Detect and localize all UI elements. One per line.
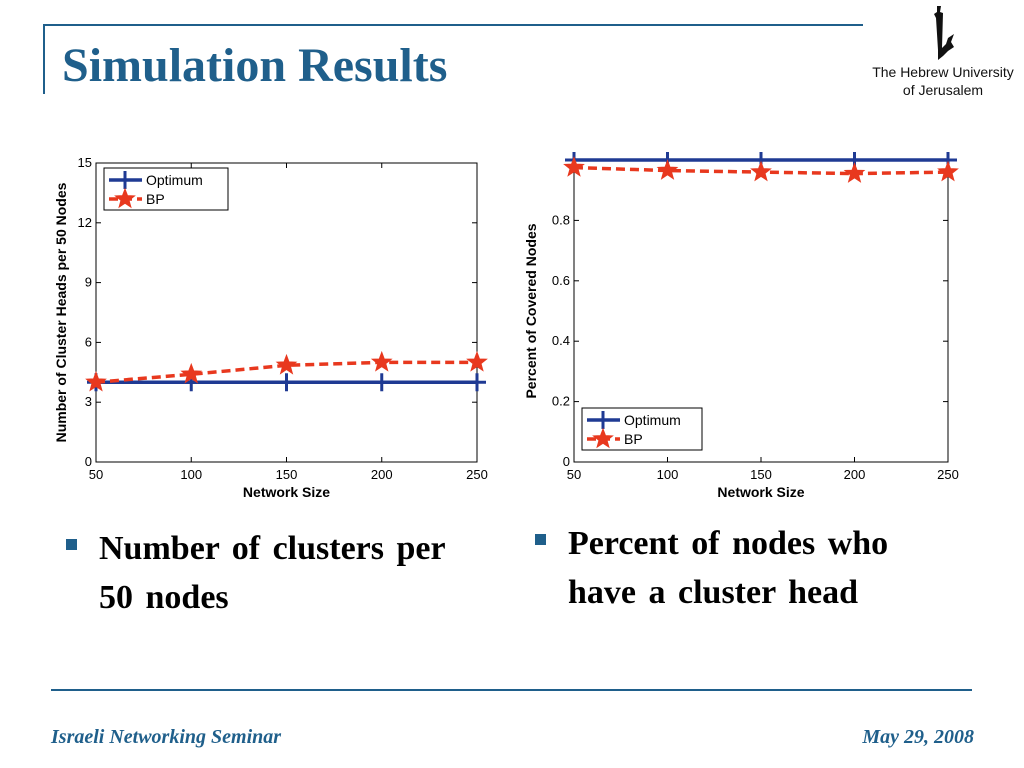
data-point-bp (275, 353, 298, 375)
y-axis-label: Percent of Covered Nodes (523, 223, 539, 398)
legend-label-bp: BP (624, 431, 643, 447)
y-tick-label: 0 (563, 454, 570, 469)
data-point-bp (937, 160, 959, 182)
data-point-bp (656, 159, 679, 180)
university-name: The Hebrew University of Jerusalem (858, 63, 1024, 99)
title-rule-vertical (43, 24, 45, 94)
footer-rule (51, 689, 972, 691)
legend-marker-optimum (116, 171, 134, 189)
bullet-square-icon (66, 539, 77, 550)
data-point-optimum (468, 373, 486, 392)
x-tick-label: 100 (657, 467, 679, 482)
x-tick-label: 50 (89, 467, 103, 482)
bullet-text: Number of clusters per 50 nodes (99, 530, 445, 616)
bullet-square-icon (535, 534, 546, 545)
legend-marker-bp (592, 427, 614, 449)
legend-label-optimum: Optimum (146, 172, 203, 188)
y-axis-label: Number of Cluster Heads per 50 Nodes (53, 182, 69, 442)
y-tick-label: 3 (85, 394, 92, 409)
x-tick-label: 150 (276, 467, 298, 482)
covered-nodes-chart: 50 100 150 200 250 0 0.2 0.4 0.6 0.8 Network Size P… (523, 152, 959, 500)
x-tick-label: 250 (466, 467, 488, 482)
x-tick-label: 200 (371, 467, 393, 482)
legend-label-bp: BP (146, 191, 165, 207)
x-axis-label: Network Size (717, 484, 804, 500)
y-tick-label: 6 (85, 334, 92, 349)
y-tick-label: 0 (85, 454, 92, 469)
legend-label-optimum: Optimum (624, 412, 681, 428)
x-axis-label: Network Size (243, 484, 330, 500)
y-tick-label: 0.2 (552, 394, 570, 409)
bullet-covered-nodes: Percent of nodes who have a cluster head (535, 519, 905, 617)
y-tick-label: 0.8 (552, 212, 570, 227)
y-tick-label: 0.6 (552, 273, 570, 288)
data-point-optimum (277, 373, 296, 392)
data-point-bp (85, 370, 107, 392)
y-tick-label: 12 (78, 215, 92, 230)
university-logo: The Hebrew University of Jerusalem (858, 4, 1024, 104)
slide-title: Simulation Results (62, 39, 448, 92)
y-tick-label: 0.4 (552, 333, 570, 348)
bullet-cluster-count: Number of clusters per 50 nodes (66, 524, 486, 622)
x-tick-label: 100 (180, 467, 202, 482)
data-point-bp (466, 350, 488, 372)
data-point-bp (843, 162, 866, 183)
title-rule-horizontal (43, 24, 863, 26)
plot-area (95, 162, 478, 463)
y-tick-label: 15 (78, 155, 92, 170)
legend-marker-bp (114, 187, 136, 209)
x-tick-label: 250 (937, 467, 959, 482)
y-tick-label: 9 (85, 275, 92, 290)
cluster-heads-chart: 50 100 150 200 250 0 3 6 9 12 15 Network Size Number… (53, 155, 488, 500)
x-tick-label: 150 (750, 467, 772, 482)
university-emblem-icon (934, 6, 954, 60)
university-name-line1: The Hebrew University (872, 64, 1014, 80)
data-point-optimum (372, 373, 391, 392)
footer-seminar-name: Israeli Networking Seminar (51, 726, 282, 748)
x-tick-label: 50 (567, 467, 581, 482)
x-tick-label: 200 (844, 467, 866, 482)
footer-date: May 29, 2008 (862, 726, 974, 748)
legend: Optimum BP (581, 407, 703, 451)
university-name-line2: of Jerusalem (902, 82, 984, 98)
data-point-bp (563, 156, 585, 177)
legend-marker-optimum (594, 411, 612, 429)
bullet-text: Percent of nodes who have a cluster head (568, 525, 889, 611)
data-point-bp (750, 160, 772, 182)
series-line-bp (95, 360, 477, 385)
data-point-bp (370, 350, 393, 372)
data-point-bp (180, 362, 203, 384)
legend: Optimum BP (103, 167, 229, 211)
